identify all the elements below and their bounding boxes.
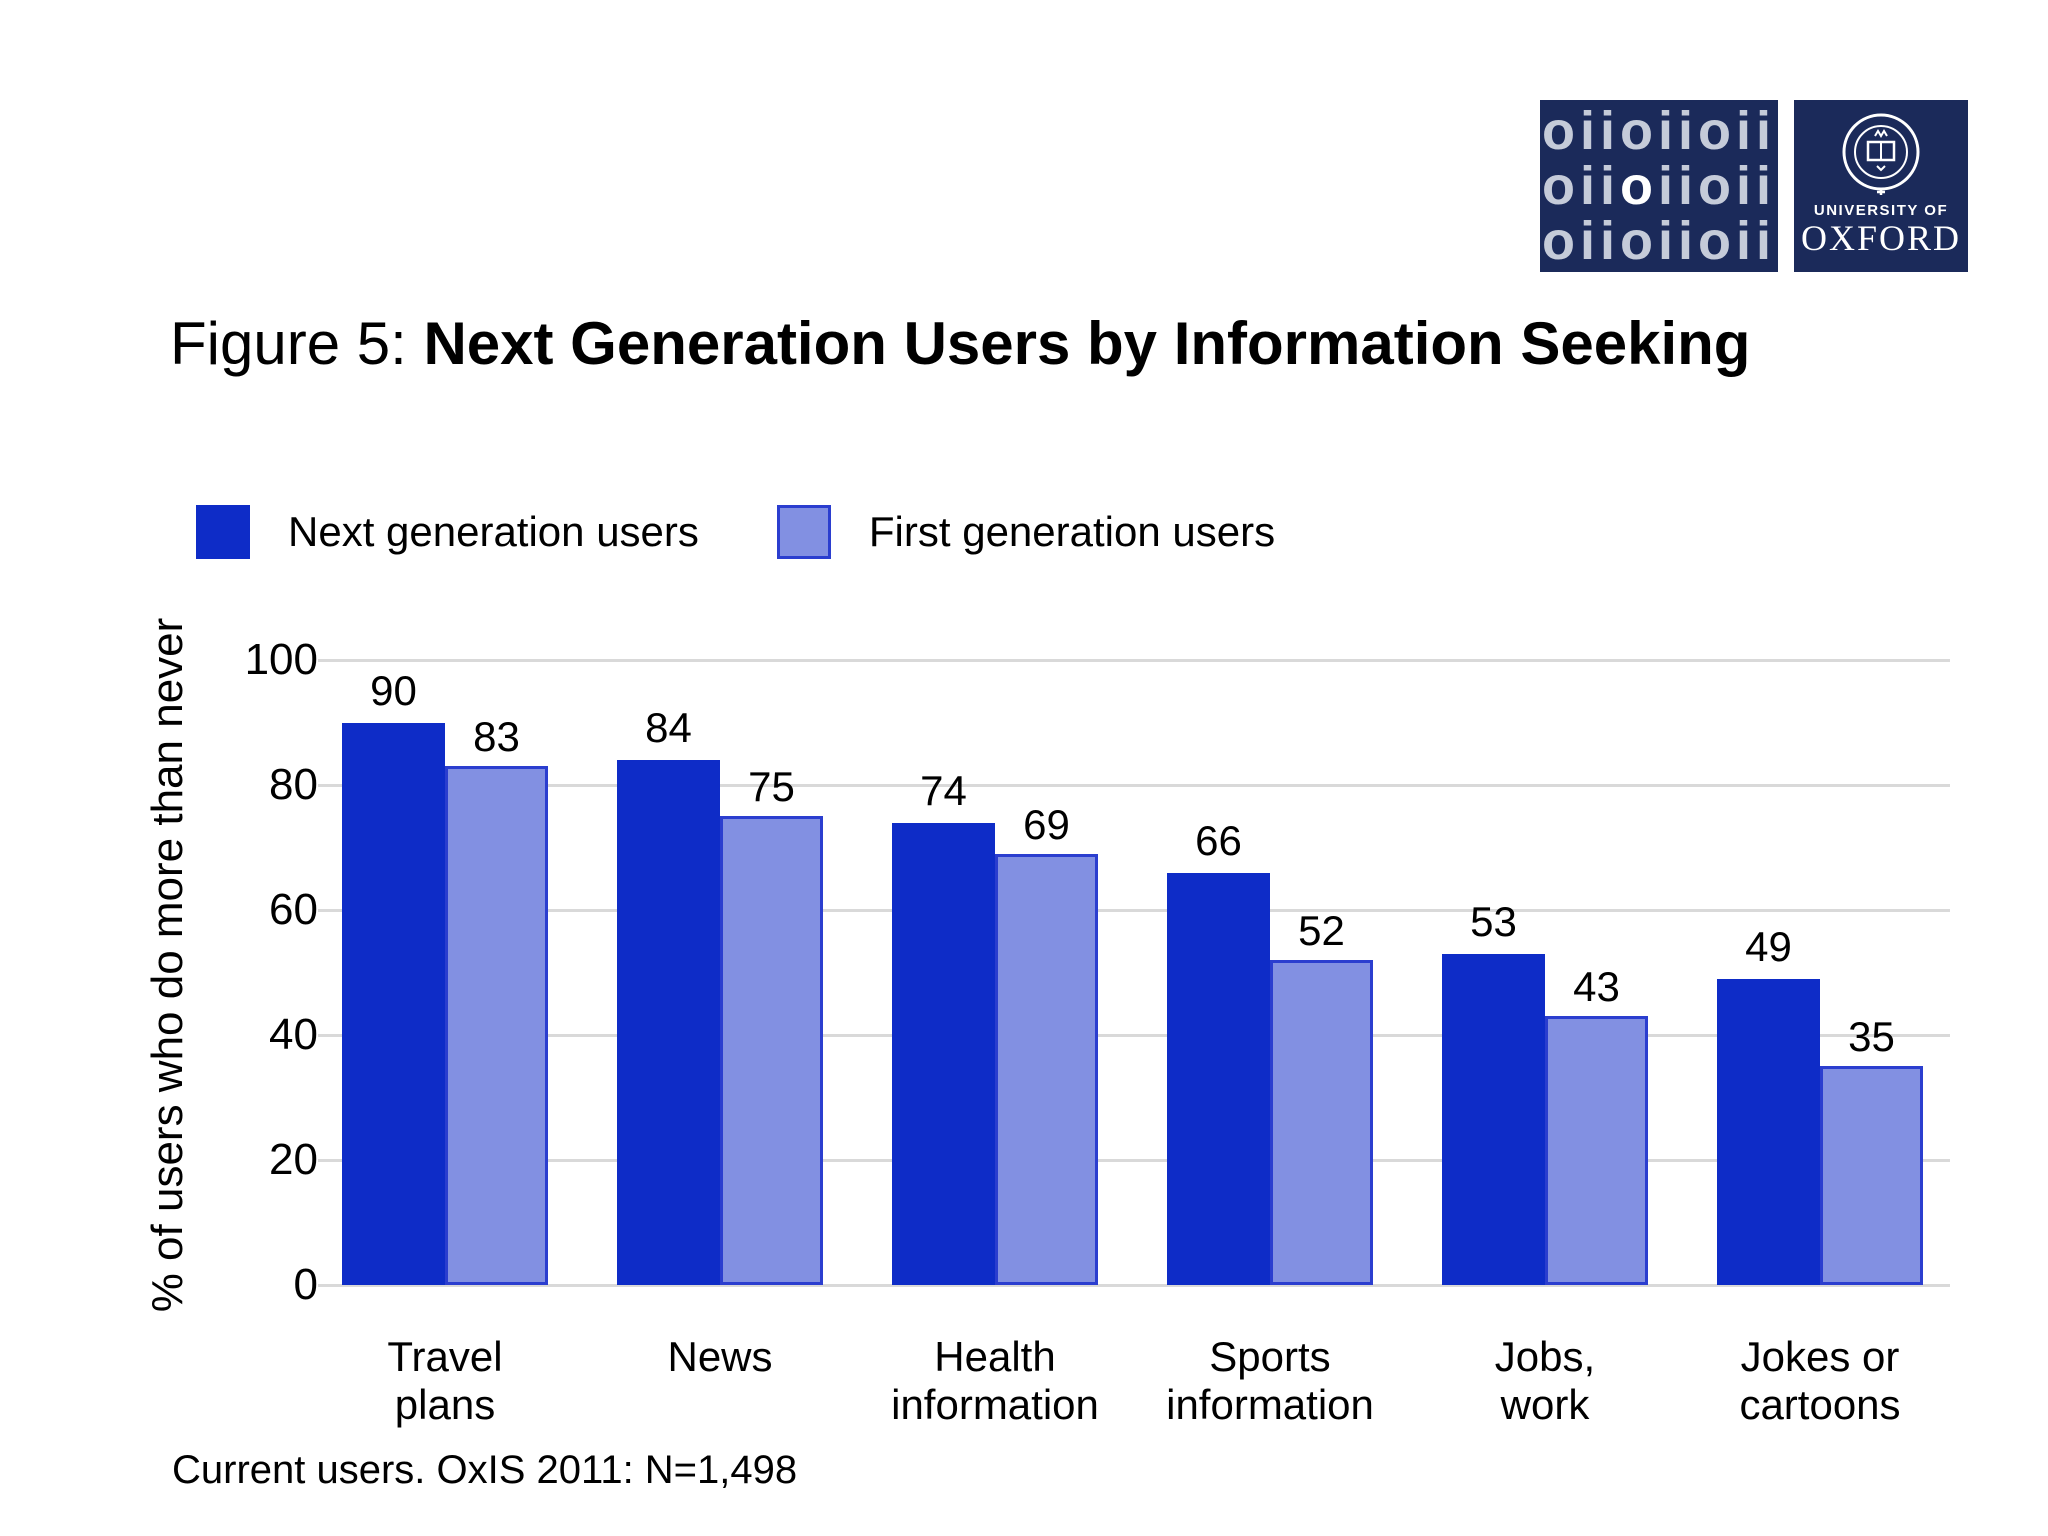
gridline bbox=[318, 783, 1950, 787]
y-tick-label: 40 bbox=[269, 1010, 318, 1059]
value-label: 69 bbox=[1023, 800, 1070, 848]
oii-logo-row: oiioiioii bbox=[1541, 155, 1777, 216]
value-label: 83 bbox=[473, 713, 520, 761]
bar-first-generation-users: 35 bbox=[1820, 1013, 1923, 1285]
legend-item-first-generation: First generation users bbox=[776, 505, 1276, 559]
y-tick-label: 60 bbox=[269, 885, 318, 934]
figure-title: Figure 5: Next Generation Users by Infor… bbox=[170, 308, 1800, 380]
gridline bbox=[318, 908, 1950, 912]
x-axis-label: Jobs, work bbox=[1494, 1333, 1596, 1428]
figure-title-prefix: Figure 5: bbox=[170, 310, 424, 377]
x-axis-label: Travel plans bbox=[387, 1333, 503, 1428]
value-label: 43 bbox=[1573, 963, 1620, 1011]
oii-logo-row: oiioiioii bbox=[1541, 210, 1777, 271]
y-tick-label: 80 bbox=[269, 760, 318, 809]
bar-first-generation-users: 75 bbox=[720, 763, 823, 1285]
value-label: 74 bbox=[920, 766, 967, 814]
oxford-logo-line2: OXFORD bbox=[1800, 218, 1962, 258]
bar-first-generation-users: 83 bbox=[445, 713, 548, 1285]
oxford-logo: UNIVERSITY OF OXFORD bbox=[1794, 100, 1968, 272]
y-tick-label: 0 bbox=[293, 1260, 318, 1309]
x-axis-label: Sports information bbox=[1166, 1333, 1374, 1428]
gridline bbox=[318, 1283, 1950, 1287]
bar-next-generation-users: 90 bbox=[342, 667, 445, 1285]
bar-group: 74 69 Health information bbox=[891, 767, 1099, 1429]
figure-title-main: Next Generation Users by Information See… bbox=[423, 310, 1751, 377]
bar-first-generation-users: 69 bbox=[995, 801, 1098, 1285]
y-tick-label: 20 bbox=[269, 1135, 318, 1184]
legend-label: Next generation users bbox=[288, 508, 699, 555]
legend-item-next-generation: Next generation users bbox=[196, 505, 699, 559]
oxford-logo-line1: UNIVERSITY OF bbox=[1813, 202, 1949, 219]
legend-swatch-first-generation bbox=[776, 505, 831, 559]
value-label: 53 bbox=[1470, 897, 1517, 945]
gridline bbox=[318, 1158, 1950, 1162]
value-label: 52 bbox=[1298, 907, 1345, 954]
bar-first-generation-users: 52 bbox=[1270, 907, 1373, 1285]
plot-area: 90 83 Travel plans 84 75 News 74 69 Health infor… bbox=[318, 658, 1950, 1429]
bar-next-generation-users: 66 bbox=[1167, 817, 1270, 1285]
x-axis-label: Health information bbox=[891, 1333, 1099, 1428]
gridline bbox=[318, 1033, 1950, 1037]
value-label: 35 bbox=[1848, 1013, 1895, 1061]
legend-swatch-next-generation bbox=[196, 505, 250, 559]
y-tick-label: 100 bbox=[244, 635, 318, 684]
bar-first-generation-users: 43 bbox=[1545, 963, 1648, 1285]
bar-group: 90 83 Travel plans bbox=[342, 667, 548, 1428]
source-note: Current users. OxIS 2011: N=1,498 bbox=[172, 1448, 798, 1492]
logo-strip: oiioiioii oiioiioii oiioiioii UNIVERSITY O… bbox=[1540, 100, 1968, 272]
bar-group: 53 43 Jobs, work bbox=[1442, 898, 1648, 1428]
bar-group: 66 52 Sports information bbox=[1166, 817, 1374, 1429]
x-axis-label: Jokes or cartoons bbox=[1739, 1333, 1901, 1428]
bar-group: 84 75 News bbox=[617, 704, 823, 1380]
value-label: 66 bbox=[1195, 816, 1242, 864]
y-axis: 0 20 40 60 80 100 bbox=[0, 638, 318, 1307]
value-label: 84 bbox=[645, 704, 692, 751]
chart-legend: Next generation users First generation u… bbox=[196, 505, 1275, 559]
bar-next-generation-users: 49 bbox=[1717, 923, 1820, 1285]
gridline bbox=[318, 658, 1950, 662]
value-label: 90 bbox=[370, 666, 417, 714]
bars-row: 90 83 Travel plans 84 75 News 74 69 Health infor… bbox=[340, 660, 1950, 1429]
value-label: 49 bbox=[1745, 922, 1792, 970]
value-label: 75 bbox=[748, 763, 795, 811]
bar-next-generation-users: 74 bbox=[892, 767, 995, 1285]
bar-group: 49 35 Jokes or cartoons bbox=[1717, 923, 1923, 1428]
legend-label: First generation users bbox=[868, 508, 1276, 555]
bar-next-generation-users: 84 bbox=[617, 704, 720, 1285]
oxford-crest-icon bbox=[1835, 108, 1927, 200]
x-axis-label: News bbox=[667, 1333, 773, 1380]
bar-next-generation-users: 53 bbox=[1442, 898, 1545, 1285]
oii-logo-row: oiioiioii bbox=[1541, 100, 1777, 161]
oii-logo: oiioiioii oiioiioii oiioiioii bbox=[1540, 100, 1778, 272]
